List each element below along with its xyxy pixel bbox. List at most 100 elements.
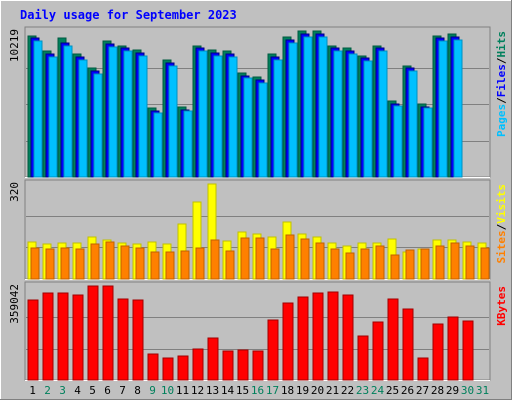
bar-pages-day-13: Pages 13: 8500 <box>213 55 223 178</box>
legend-kbytes: KBytes <box>495 286 508 326</box>
bar-sites-day-12: Sites 12: 103 <box>195 247 205 280</box>
bar-sites-day-30: Sites 30: 110 <box>465 245 475 280</box>
bar-pages-day-28: Pages 28: 9500 <box>438 40 448 178</box>
legend-entry: Sites <box>495 230 508 263</box>
bar-sites-day-7: Sites 7: 110 <box>120 245 130 280</box>
bar-sites-day-10: Sites 10: 92 <box>165 251 175 280</box>
legend-entry: / <box>495 57 508 64</box>
bar-pages-day-18: Pages 18: 9400 <box>288 42 298 178</box>
bar-sites-day-2: Sites 2: 100 <box>45 248 55 280</box>
bar-pages-day-8: Pages 8: 8500 <box>138 55 148 178</box>
bar-pages-day-25: Pages 25: 5000 <box>393 105 403 178</box>
x-tick-day-21: 21 <box>326 384 339 397</box>
bar-pages-day-11: Pages 11: 4600 <box>183 110 193 178</box>
bar-kbytes-day-3: KBytes 3: 332000 <box>57 292 69 381</box>
bar-kbytes-day-11: KBytes 11: 90000 <box>177 355 189 381</box>
bar-pages-day-17: Pages 17: 8200 <box>273 59 283 178</box>
bar-pages-day-22: Pages 22: 8600 <box>348 53 358 178</box>
bar-sites-day-29: Sites 29: 120 <box>450 242 460 280</box>
bar-kbytes-day-1: KBytes 1: 305000 <box>27 299 39 381</box>
bar-kbytes-day-20: KBytes 20: 332000 <box>312 292 324 381</box>
x-tick-day-9: 9 <box>149 384 156 397</box>
bar-pages-day-15: Pages 15: 6900 <box>243 77 253 178</box>
x-tick-day-2: 2 <box>44 384 51 397</box>
bar-pages-day-27: Pages 27: 4800 <box>423 107 433 178</box>
series-kbytes: KBytes 1: 305000KBytes 2: 332000KBytes 3… <box>27 285 474 381</box>
y-max-label: 359042 <box>8 284 21 324</box>
legend-entry: / <box>495 223 508 230</box>
bar-sites-day-1: Sites 1: 105 <box>30 247 40 280</box>
bar-kbytes-day-8: KBytes 8: 305000 <box>132 299 144 381</box>
bar-kbytes-day-2: KBytes 2: 332000 <box>42 292 54 381</box>
bar-pages-day-24: Pages 24: 8800 <box>378 50 388 178</box>
bar-kbytes-day-17: KBytes 17: 230000 <box>267 319 279 381</box>
x-tick-day-31: 31 <box>476 384 489 397</box>
panel-kbytes: 359042 KBytes KBytes 1: 305000KBytes 2: 33… <box>8 281 508 381</box>
x-tick-day-5: 5 <box>89 384 96 397</box>
bar-sites-day-31: Sites 31: 105 <box>480 247 490 280</box>
x-tick-day-30: 30 <box>461 384 474 397</box>
bar-pages-day-7: Pages 7: 8800 <box>123 50 133 178</box>
bar-sites-day-23: Sites 23: 102 <box>360 248 370 280</box>
x-tick-day-7: 7 <box>119 384 126 397</box>
bar-sites-day-9: Sites 9: 90 <box>150 251 160 280</box>
bar-kbytes-day-15: KBytes 15: 115000 <box>237 349 249 381</box>
legend-entry: Hits <box>495 31 508 58</box>
x-axis-tick-labels: 1 2 3 4 5 6 7 8 9 10 11 12 13 14 15 16 17 18 19 20 21 22 23 24 2… <box>29 384 489 397</box>
bar-kbytes-day-7: KBytes 7: 310000 <box>117 298 129 381</box>
bar-kbytes-day-13: KBytes 13: 160000 <box>207 337 219 381</box>
bar-kbytes-day-22: KBytes 22: 325000 <box>342 294 354 381</box>
bar-pages-day-26: Pages 26: 7400 <box>408 70 418 178</box>
x-tick-day-26: 26 <box>401 384 414 397</box>
bar-kbytes-day-26: KBytes 26: 270000 <box>402 308 414 381</box>
x-tick-day-25: 25 <box>386 384 399 397</box>
bar-pages-day-5: Pages 5: 7200 <box>93 73 103 178</box>
bar-pages-day-4: Pages 4: 8200 <box>78 59 88 178</box>
legend-visits-sites: Sites/Visits <box>495 184 508 264</box>
bar-kbytes-day-21: KBytes 21: 338000 <box>327 291 339 381</box>
x-tick-day-22: 22 <box>341 384 354 397</box>
x-tick-day-14: 14 <box>221 384 235 397</box>
bar-pages-day-3: Pages 3: 9200 <box>63 45 73 178</box>
bar-sites-day-4: Sites 4: 102 <box>75 248 85 280</box>
bar-sites-day-16: Sites 16: 138 <box>255 237 265 280</box>
legend-entry: Visits <box>495 184 508 224</box>
bar-pages-day-9: Pages 9: 4500 <box>153 112 163 178</box>
chart-title: Daily usage for September 2023 <box>20 8 237 22</box>
bar-sites-day-17: Sites 17: 102 <box>270 248 280 280</box>
bar-sites-day-19: Sites 19: 135 <box>300 238 310 280</box>
y-max-label: 320 <box>8 182 21 202</box>
legend-entry: KBytes <box>495 286 508 326</box>
x-tick-day-24: 24 <box>371 384 385 397</box>
x-tick-day-27: 27 <box>416 384 429 397</box>
bar-kbytes-day-9: KBytes 9: 100000 <box>147 353 159 381</box>
bar-sites-day-8: Sites 8: 104 <box>135 247 145 280</box>
bar-kbytes-day-5: KBytes 5: 359042 <box>87 285 99 381</box>
bar-kbytes-day-18: KBytes 18: 295000 <box>282 302 294 381</box>
bar-pages-day-19: Pages 19: 9800 <box>303 36 313 178</box>
x-tick-day-16: 16 <box>251 384 264 397</box>
bar-sites-day-27: Sites 27: 100 <box>420 248 430 280</box>
bar-sites-day-21: Sites 21: 102 <box>330 248 340 280</box>
series-sites: Sites 1: 105 Sites 2: 100 Sites 3: 104 Site… <box>30 234 490 280</box>
bar-kbytes-day-29: KBytes 29: 240000 <box>447 316 459 381</box>
x-tick-day-4: 4 <box>74 384 81 397</box>
bar-sites-day-5: Sites 5: 118 <box>90 243 100 280</box>
bar-sites-day-11: Sites 11: 95 <box>180 250 190 280</box>
bar-sites-day-24: Sites 24: 110 <box>375 245 385 280</box>
bar-pages-day-23: Pages 23: 8100 <box>363 60 373 178</box>
bar-sites-day-13: Sites 13: 132 <box>210 239 220 280</box>
bar-kbytes-day-6: KBytes 6: 359042 <box>102 285 114 381</box>
x-tick-day-15: 15 <box>236 384 249 397</box>
x-tick-day-19: 19 <box>296 384 309 397</box>
x-tick-day-28: 28 <box>431 384 444 397</box>
x-tick-day-18: 18 <box>281 384 294 397</box>
bar-kbytes-day-23: KBytes 23: 168000 <box>357 335 369 381</box>
bar-kbytes-day-24: KBytes 24: 220000 <box>372 321 384 381</box>
x-tick-day-1: 1 <box>29 384 36 397</box>
x-tick-day-12: 12 <box>191 384 204 397</box>
bar-kbytes-day-30: KBytes 30: 225000 <box>462 320 474 381</box>
